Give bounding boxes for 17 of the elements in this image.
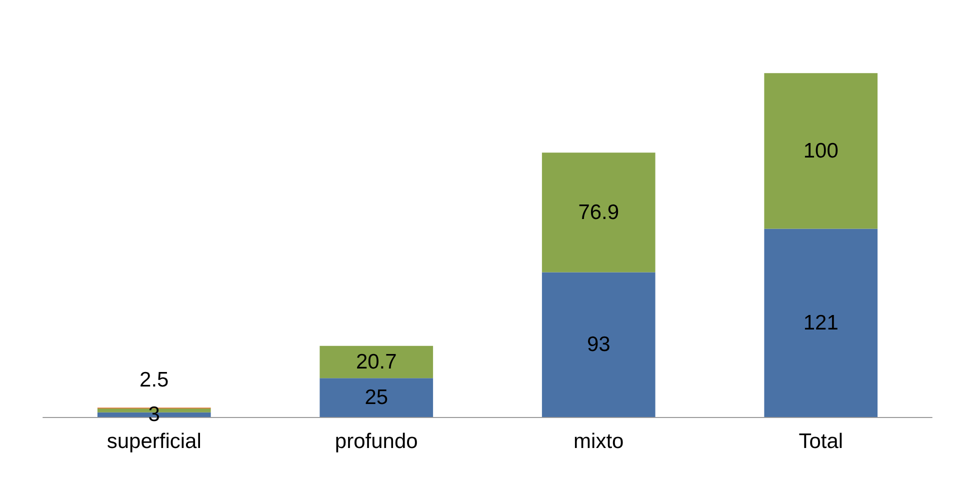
bar xyxy=(320,378,434,417)
x-tick-label: superficial xyxy=(106,430,202,453)
bar xyxy=(320,346,434,378)
bar xyxy=(764,73,878,229)
bar xyxy=(764,228,878,417)
x-tick-label: Total xyxy=(798,430,844,453)
x-tick-label: profundo xyxy=(334,430,418,453)
x-tick-label: mixto xyxy=(574,430,624,453)
data-label: 76.9 xyxy=(578,200,620,224)
data-label: 121 xyxy=(803,311,838,334)
data-label: 100 xyxy=(803,139,838,162)
data-label: 93 xyxy=(586,333,610,356)
data-label: 2.5 xyxy=(140,368,169,392)
bar xyxy=(542,272,656,417)
data-label: 20.7 xyxy=(356,350,397,374)
bar xyxy=(542,152,656,272)
data-label: 25 xyxy=(364,386,388,410)
